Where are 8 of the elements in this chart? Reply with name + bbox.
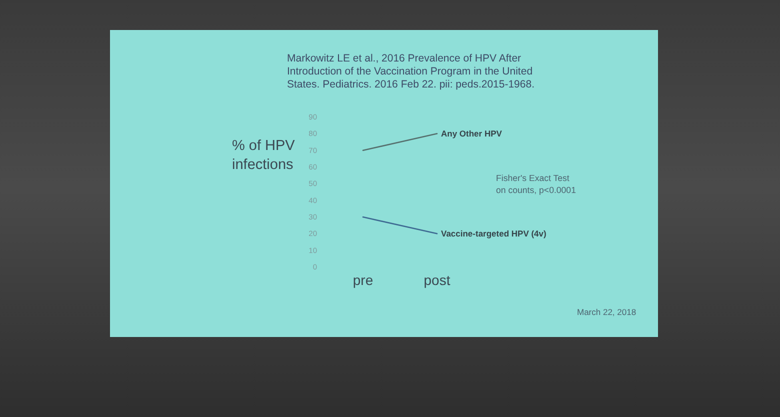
x-tick-label: pre	[352, 272, 374, 288]
text: March 22, 2018	[577, 307, 638, 317]
text: Fisher's Exact Test on counts, p<0.0001	[496, 172, 577, 196]
series-label: Any Other HPV	[441, 128, 502, 139]
chart-title: Markowitz LE et al., 2016 Prevalence of HPV After Introduction of the Vaccination Program in the United States. Pediatrics. 2016 Feb 22. pii: peds.2015-1968.	[287, 52, 536, 90]
x-tick-label: post	[424, 272, 450, 288]
series-label: Vaccine-targeted HPV (4v)	[441, 228, 547, 239]
y-axis-title: % of HPV infections	[232, 137, 296, 175]
